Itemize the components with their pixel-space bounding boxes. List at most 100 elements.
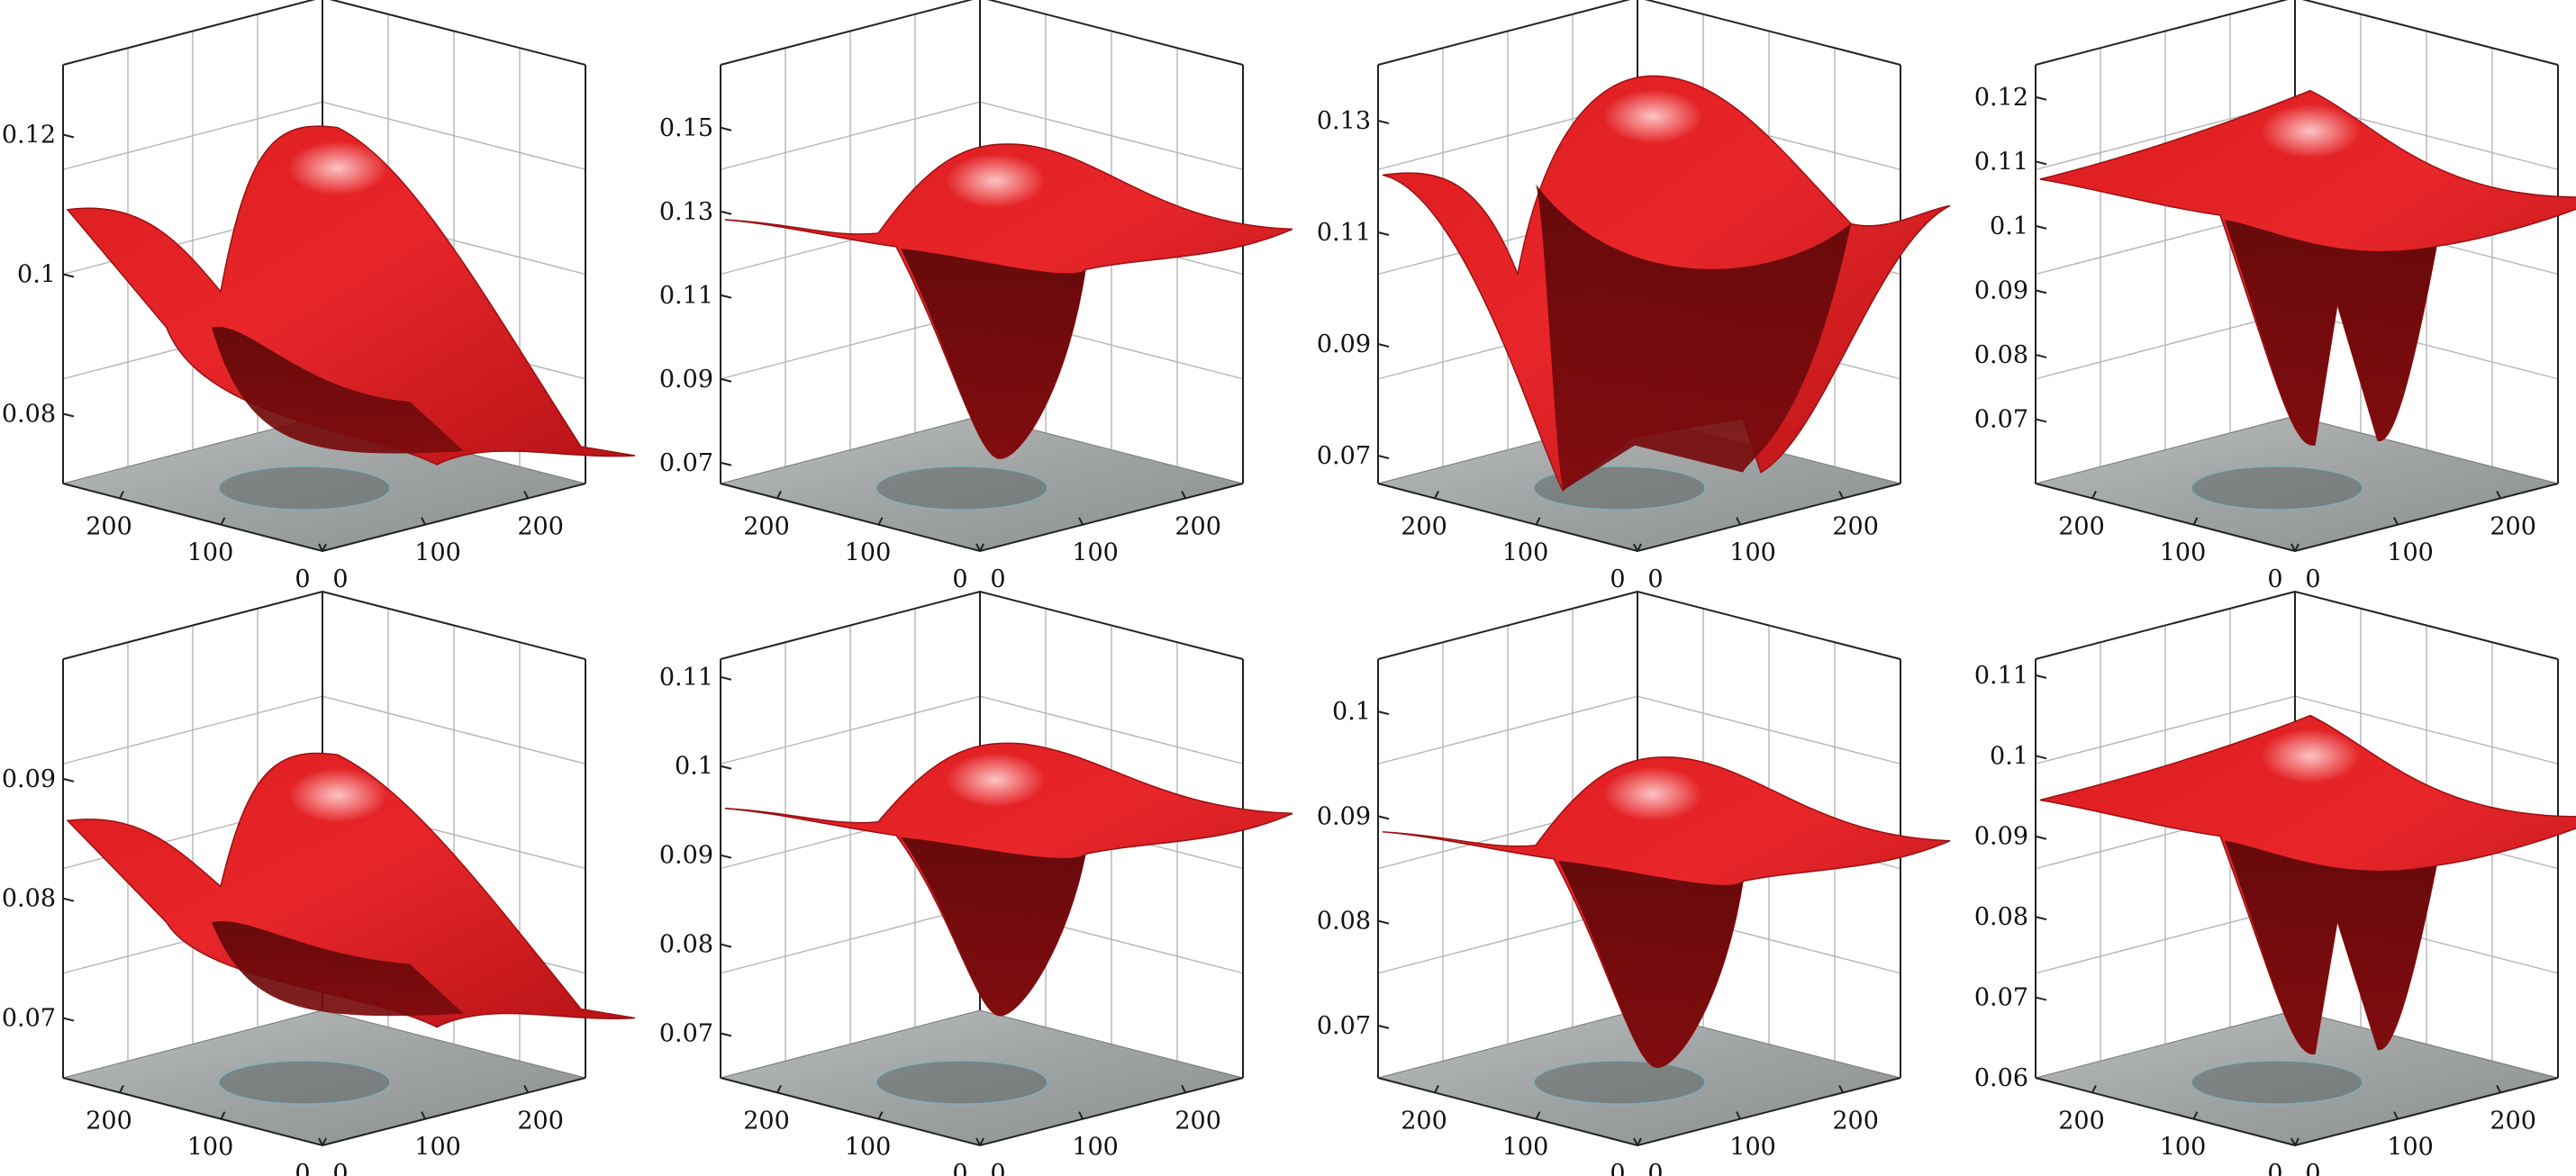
y-tick [119,490,124,499]
z-tick [720,377,732,383]
floor-contour [1533,1060,1706,1105]
z-tick-label: 0.08 [2,401,56,429]
x-tick [975,543,981,552]
z-tick-label: 0.08 [1974,903,2028,931]
z-tick-label: 0.1 [675,753,713,781]
z-tick [1377,919,1390,925]
y-tick-label: 100 [2160,1134,2207,1162]
x-tick-label: 200 [2490,1107,2536,1135]
surface-highlight [1603,766,1702,821]
z-tick [2035,996,2047,1001]
x-tick [523,1084,530,1093]
x-tick [1838,490,1845,499]
z-tick-label: 0.13 [1317,107,1371,135]
x-tick-label: 100 [414,539,461,567]
box-top-back-edge [62,0,586,66]
z-tick-label: 0.12 [1974,84,2028,112]
x-tick-label: 200 [1175,1107,1221,1135]
y-tick-label: 100 [187,1134,234,1162]
z-tick-label: 0.07 [659,449,713,477]
z-tick-label: 0.11 [1974,148,2028,176]
y-tick [2192,517,2199,526]
y-tick [2294,1137,2299,1146]
z-tick [2035,835,2047,840]
y-tick-label: 200 [1401,512,1447,540]
floor-contour [2191,1060,2363,1105]
z-tick [720,210,732,215]
z-tick-label: 0.09 [1317,330,1371,358]
z-tick-label: 0.11 [1974,662,2028,690]
chart-panel-3: 0.07 0.09 0.11 0.13 0 100 200 0 100 200 [1317,0,1951,593]
y-tick-label: 100 [2160,539,2207,567]
x-tick-label: 0 [990,565,1005,593]
z-tick [1377,815,1390,820]
y-tick-label: 0 [295,1160,310,1176]
z-tick-label: 0.07 [659,1020,713,1048]
chart-panel-5: 0.07 0.08 0.09 0 100 200 0 100 200 [2,590,636,1176]
y-tick [776,490,782,499]
z-tick-label: 0.12 [2,122,56,149]
surface-underside [212,327,464,454]
z-tick [2035,353,2047,358]
y-tick [322,1137,327,1146]
floor-contour [218,466,391,511]
surface-highlight [946,153,1045,208]
z-tick-label: 0.08 [1974,341,2028,369]
y-tick-label: 200 [86,1107,132,1135]
x-tick [523,490,530,499]
surface-highlight [946,753,1045,808]
z-tick [2035,95,2047,101]
y-tick [1535,1111,1541,1120]
z-tick [720,294,732,299]
floor-front-edge [720,483,1244,553]
y-tick-label: 0 [295,565,310,593]
floor-contour [875,1060,1048,1105]
x-tick [975,1137,981,1146]
z-tick-label: 0.09 [1974,276,2028,304]
z-tick-label: 0.09 [1974,823,2028,851]
y-tick-label: 100 [845,1134,892,1162]
z-tick-label: 0.09 [1317,802,1371,830]
z-tick [1377,343,1390,348]
z-tick-label: 0.09 [659,366,713,394]
y-tick [220,517,226,526]
z-tick-label: 0.09 [2,765,56,793]
z-tick-label: 0.08 [2,885,56,913]
x-tick [421,517,426,526]
x-tick-label: 0 [2305,565,2320,593]
x-tick [1736,1111,1741,1120]
surface-highlight [288,140,387,195]
x-tick-label: 100 [2387,1134,2434,1162]
floor-contour [875,466,1048,511]
floor-object-shadow [2191,466,2363,510]
z-tick-label: 0.08 [1317,908,1371,936]
y-tick-label: 200 [743,512,790,540]
z-tick [62,412,75,418]
z-tick [2035,160,2047,166]
y-tick-label: 100 [1502,1134,1549,1162]
floor-object-shadow [876,466,1048,510]
x-tick [318,543,323,552]
y-tick [877,1111,884,1120]
surface-underside [2225,840,2436,1054]
y-tick [1535,517,1541,526]
x-tick-label: 100 [1072,539,1119,567]
surface-underside [901,249,1085,459]
y-tick [1434,490,1439,499]
grid-line [1377,695,1901,764]
x-tick [2290,1137,2296,1146]
z-tick-label: 0.11 [1317,219,1371,247]
z-tick [720,764,732,770]
z-tick [62,777,75,782]
y-tick [220,1111,226,1120]
z-tick [62,273,75,278]
floor-front-edge [720,1077,1244,1147]
box-top-back-edge [1377,0,1901,66]
z-tick [720,943,732,948]
surface-highlight [288,768,387,823]
surface-highlight [1603,89,1702,144]
x-tick-label: 200 [1832,1107,1879,1135]
y-tick [979,1137,984,1146]
x-tick-label: 200 [517,1107,564,1135]
y-tick-label: 0 [952,565,967,593]
